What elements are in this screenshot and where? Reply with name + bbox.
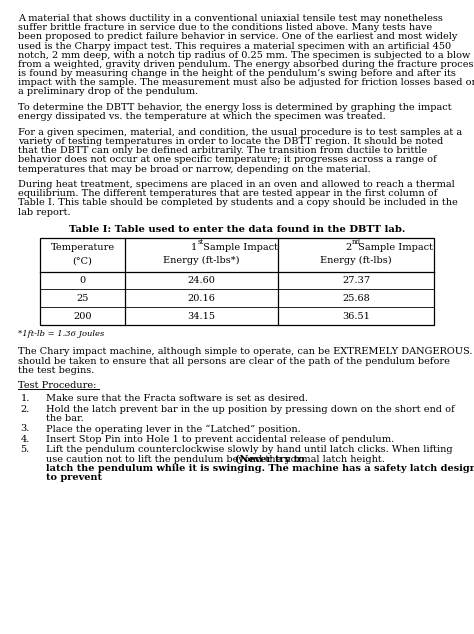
Text: Lift the pendulum counterclockwise slowly by hand until latch clicks. When lifti: Lift the pendulum counterclockwise slowl… xyxy=(46,445,453,455)
Text: Sample Impact: Sample Impact xyxy=(200,243,278,252)
Text: 1: 1 xyxy=(191,243,197,252)
Text: 5.: 5. xyxy=(20,445,30,455)
Text: During heat treatment, specimens are placed in an oven and allowed to reach a th: During heat treatment, specimens are pla… xyxy=(18,180,455,189)
Text: 2: 2 xyxy=(345,243,351,252)
Text: Place the operating lever in the “Latched” position.: Place the operating lever in the “Latche… xyxy=(46,424,301,434)
Text: Energy (ft-lbs*): Energy (ft-lbs*) xyxy=(164,256,240,266)
Text: Table I. This table should be completed by students and a copy should be include: Table I. This table should be completed … xyxy=(18,198,458,207)
Text: to prevent: to prevent xyxy=(46,473,102,482)
Text: 20.16: 20.16 xyxy=(188,294,216,303)
Text: 3.: 3. xyxy=(20,424,30,434)
Text: 34.15: 34.15 xyxy=(188,311,216,321)
Text: use caution not to lift the pendulum beyond the normal latch height.: use caution not to lift the pendulum bey… xyxy=(46,455,389,463)
Text: The Chary impact machine, although simple to operate, can be EXTREMELY DANGEROUS: The Chary impact machine, although simpl… xyxy=(18,347,474,356)
Text: temperatures that may be broad or narrow, depending on the material.: temperatures that may be broad or narrow… xyxy=(18,164,371,174)
Text: 0: 0 xyxy=(80,276,86,285)
Text: Make sure that the Fracta software is set as desired.: Make sure that the Fracta software is se… xyxy=(46,394,309,403)
Text: should be taken to ensure that all persons are clear of the path of the pendulum: should be taken to ensure that all perso… xyxy=(18,356,450,366)
Text: the bar.: the bar. xyxy=(46,414,84,423)
Text: latch the pendulum while it is swinging. The machine has a safety latch designed: latch the pendulum while it is swinging.… xyxy=(46,463,474,473)
Text: st: st xyxy=(198,238,204,247)
Text: variety of testing temperatures in order to locate the DBTT region. It should be: variety of testing temperatures in order… xyxy=(18,137,443,146)
Text: the test begins.: the test begins. xyxy=(18,366,94,375)
Text: a preliminary drop of the pendulum.: a preliminary drop of the pendulum. xyxy=(18,87,198,96)
Text: A material that shows ductility in a conventional uniaxial tensile test may none: A material that shows ductility in a con… xyxy=(18,14,443,23)
Text: Hold the latch prevent bar in the up position by pressing down on the short end : Hold the latch prevent bar in the up pos… xyxy=(46,404,455,414)
Text: from a weighted, gravity driven pendulum. The energy absorbed during the fractur: from a weighted, gravity driven pendulum… xyxy=(18,60,474,69)
Text: used is the Charpy impact test. This requires a material specimen with an artifi: used is the Charpy impact test. This req… xyxy=(18,41,451,51)
Text: 1.: 1. xyxy=(20,394,30,403)
Text: Insert Stop Pin into Hole 1 to prevent accidental release of pendulum.: Insert Stop Pin into Hole 1 to prevent a… xyxy=(46,435,395,444)
Text: that the DBTT can only be defined arbitrarily. The transition from ductile to br: that the DBTT can only be defined arbitr… xyxy=(18,146,427,155)
Text: notch, 2 mm deep, with a notch tip radius of 0.25 mm. The specimen is subjected : notch, 2 mm deep, with a notch tip radiu… xyxy=(18,51,470,60)
Text: (Never try to: (Never try to xyxy=(235,455,304,463)
Text: Test Procedure:: Test Procedure: xyxy=(18,381,96,391)
Text: lab report.: lab report. xyxy=(18,207,71,217)
Text: 25: 25 xyxy=(76,294,89,303)
Text: equilibrium. The different temperatures that are tested appear in the first colu: equilibrium. The different temperatures … xyxy=(18,189,437,198)
Text: Sample Impact: Sample Impact xyxy=(355,243,433,252)
Text: suffer brittle fracture in service due to the conditions listed above. Many test: suffer brittle fracture in service due t… xyxy=(18,23,432,32)
Text: 24.60: 24.60 xyxy=(188,276,216,285)
Text: 36.51: 36.51 xyxy=(342,311,370,321)
Text: Energy (ft-lbs): Energy (ft-lbs) xyxy=(320,256,392,266)
Text: To determine the DBTT behavior, the energy loss is determined by graphing the im: To determine the DBTT behavior, the ener… xyxy=(18,103,452,112)
Text: behavior does not occur at one specific temperature; it progresses across a rang: behavior does not occur at one specific … xyxy=(18,155,437,164)
Text: nd: nd xyxy=(352,238,361,247)
Text: energy dissipated vs. the temperature at which the specimen was treated.: energy dissipated vs. the temperature at… xyxy=(18,112,386,121)
Text: 200: 200 xyxy=(73,311,92,321)
Text: been proposed to predict failure behavior in service. One of the earliest and mo: been proposed to predict failure behavio… xyxy=(18,32,457,41)
Text: impact with the sample. The measurement must also be adjusted for friction losse: impact with the sample. The measurement … xyxy=(18,78,474,87)
Text: (°C): (°C) xyxy=(73,256,92,266)
Text: *1ft-lb = 1.36 Joules: *1ft-lb = 1.36 Joules xyxy=(18,330,104,338)
Text: 4.: 4. xyxy=(20,435,30,444)
Text: Table I: Table used to enter the data found in the DBTT lab.: Table I: Table used to enter the data fo… xyxy=(69,225,405,234)
Text: is found by measuring change in the height of the pendulum’s swing before and af: is found by measuring change in the heig… xyxy=(18,69,456,78)
Bar xyxy=(40,238,434,325)
Text: For a given specimen, material, and condition, the usual procedure is to test sa: For a given specimen, material, and cond… xyxy=(18,127,462,137)
Text: 2.: 2. xyxy=(20,404,30,414)
Text: Temperature: Temperature xyxy=(51,243,115,252)
Text: 27.37: 27.37 xyxy=(342,276,370,285)
Text: 25.68: 25.68 xyxy=(342,294,370,303)
